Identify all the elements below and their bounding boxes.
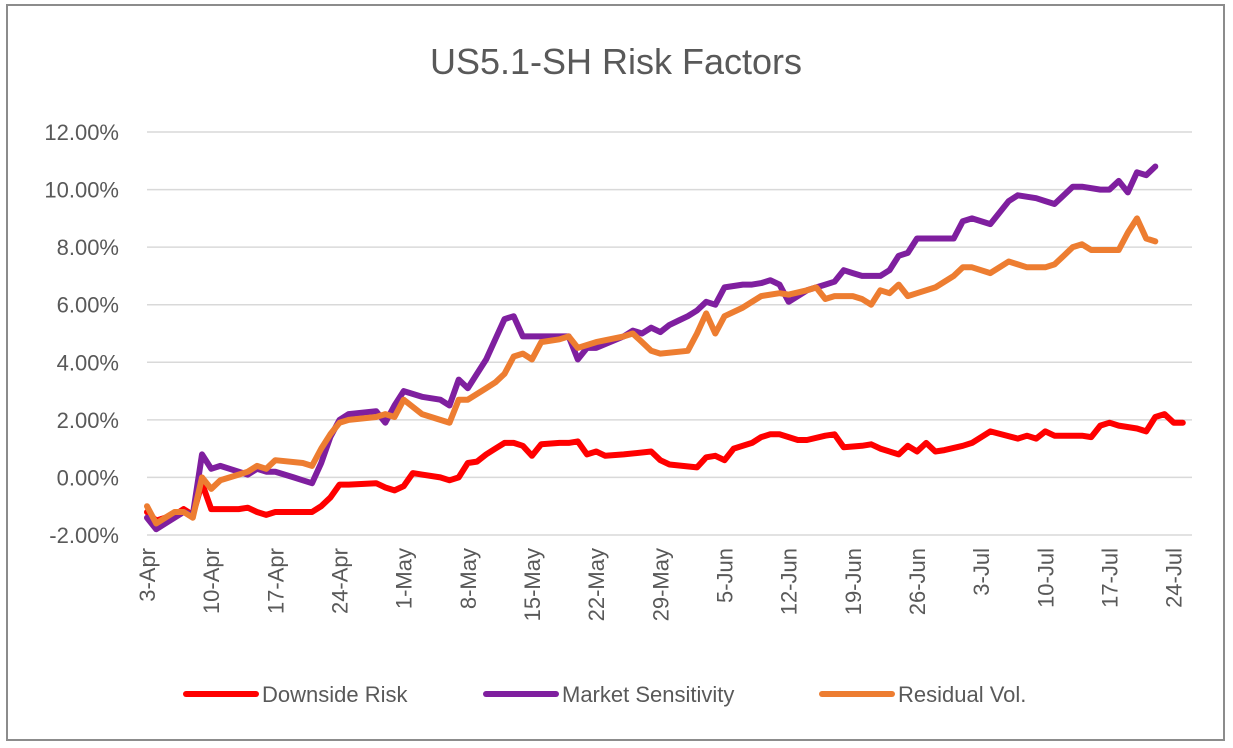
y-tick-label: 8.00%: [57, 235, 119, 260]
y-tick-label: -2.00%: [49, 523, 119, 548]
legend: Downside Risk Market Sensitivity Residual …: [183, 682, 1026, 707]
x-tick-label: 22-May: [584, 548, 609, 621]
legend-label: Market Sensitivity: [562, 682, 734, 707]
chart-title: US5.1-SH Risk Factors: [430, 41, 802, 82]
y-tick-label: 4.00%: [57, 350, 119, 375]
series-group: [144, 163, 1186, 533]
x-tick-label: 10-Jul: [1033, 548, 1058, 608]
x-tick-label: 26-Jun: [905, 548, 930, 615]
series-line-downside-risk: [144, 411, 1186, 524]
series-line-residual-vol: [144, 215, 1159, 527]
y-tick-label: 12.00%: [44, 120, 119, 145]
x-tick-label: 24-Apr: [328, 548, 353, 614]
x-tick-label: 15-May: [520, 548, 545, 621]
grid: [147, 131, 1192, 536]
series-line-market-sensitivity: [144, 163, 1159, 533]
x-tick-label: 3-Jul: [969, 548, 994, 596]
y-tick-label: 10.00%: [44, 178, 119, 203]
x-tick-label: 5-Jun: [713, 548, 738, 603]
x-tick-label: 17-Jul: [1098, 548, 1123, 608]
x-tick-label: 12-Jun: [777, 548, 802, 615]
x-tick-label: 24-Jul: [1162, 548, 1187, 608]
x-tick-label: 1-May: [392, 548, 417, 609]
x-tick-label: 29-May: [648, 548, 673, 621]
y-tick-label: 2.00%: [57, 408, 119, 433]
y-tick-label: 6.00%: [57, 293, 119, 318]
y-axis: 12.00% 10.00% 8.00% 6.00% 4.00% 2.00% 0.00% -2.…: [44, 120, 119, 548]
x-tick-label: 10-Apr: [199, 548, 224, 614]
chart-frame: [6, 4, 1225, 741]
x-tick-label: 8-May: [456, 548, 481, 609]
x-axis: 3-Apr 10-Apr 17-Apr 24-Apr 1-May 8-May 15-May 2…: [135, 548, 1187, 621]
y-tick-label: 0.00%: [57, 465, 119, 490]
x-tick-label: 3-Apr: [135, 548, 160, 602]
x-tick-label: 17-Apr: [263, 548, 288, 614]
legend-label: Residual Vol.: [898, 682, 1026, 707]
x-tick-label: 19-Jun: [841, 548, 866, 615]
legend-label: Downside Risk: [262, 682, 408, 707]
